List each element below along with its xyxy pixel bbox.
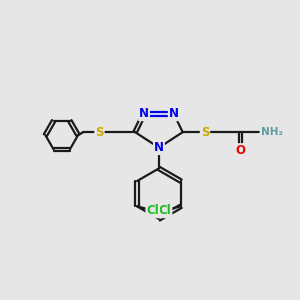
Text: N: N [169, 107, 179, 120]
Text: S: S [201, 126, 209, 139]
Text: S: S [95, 126, 104, 139]
Text: Cl: Cl [159, 204, 172, 217]
Text: O: O [236, 144, 246, 157]
Text: N: N [154, 141, 164, 154]
Text: Cl: Cl [146, 204, 159, 217]
Text: N: N [139, 107, 149, 120]
Text: NH₂: NH₂ [261, 127, 283, 137]
